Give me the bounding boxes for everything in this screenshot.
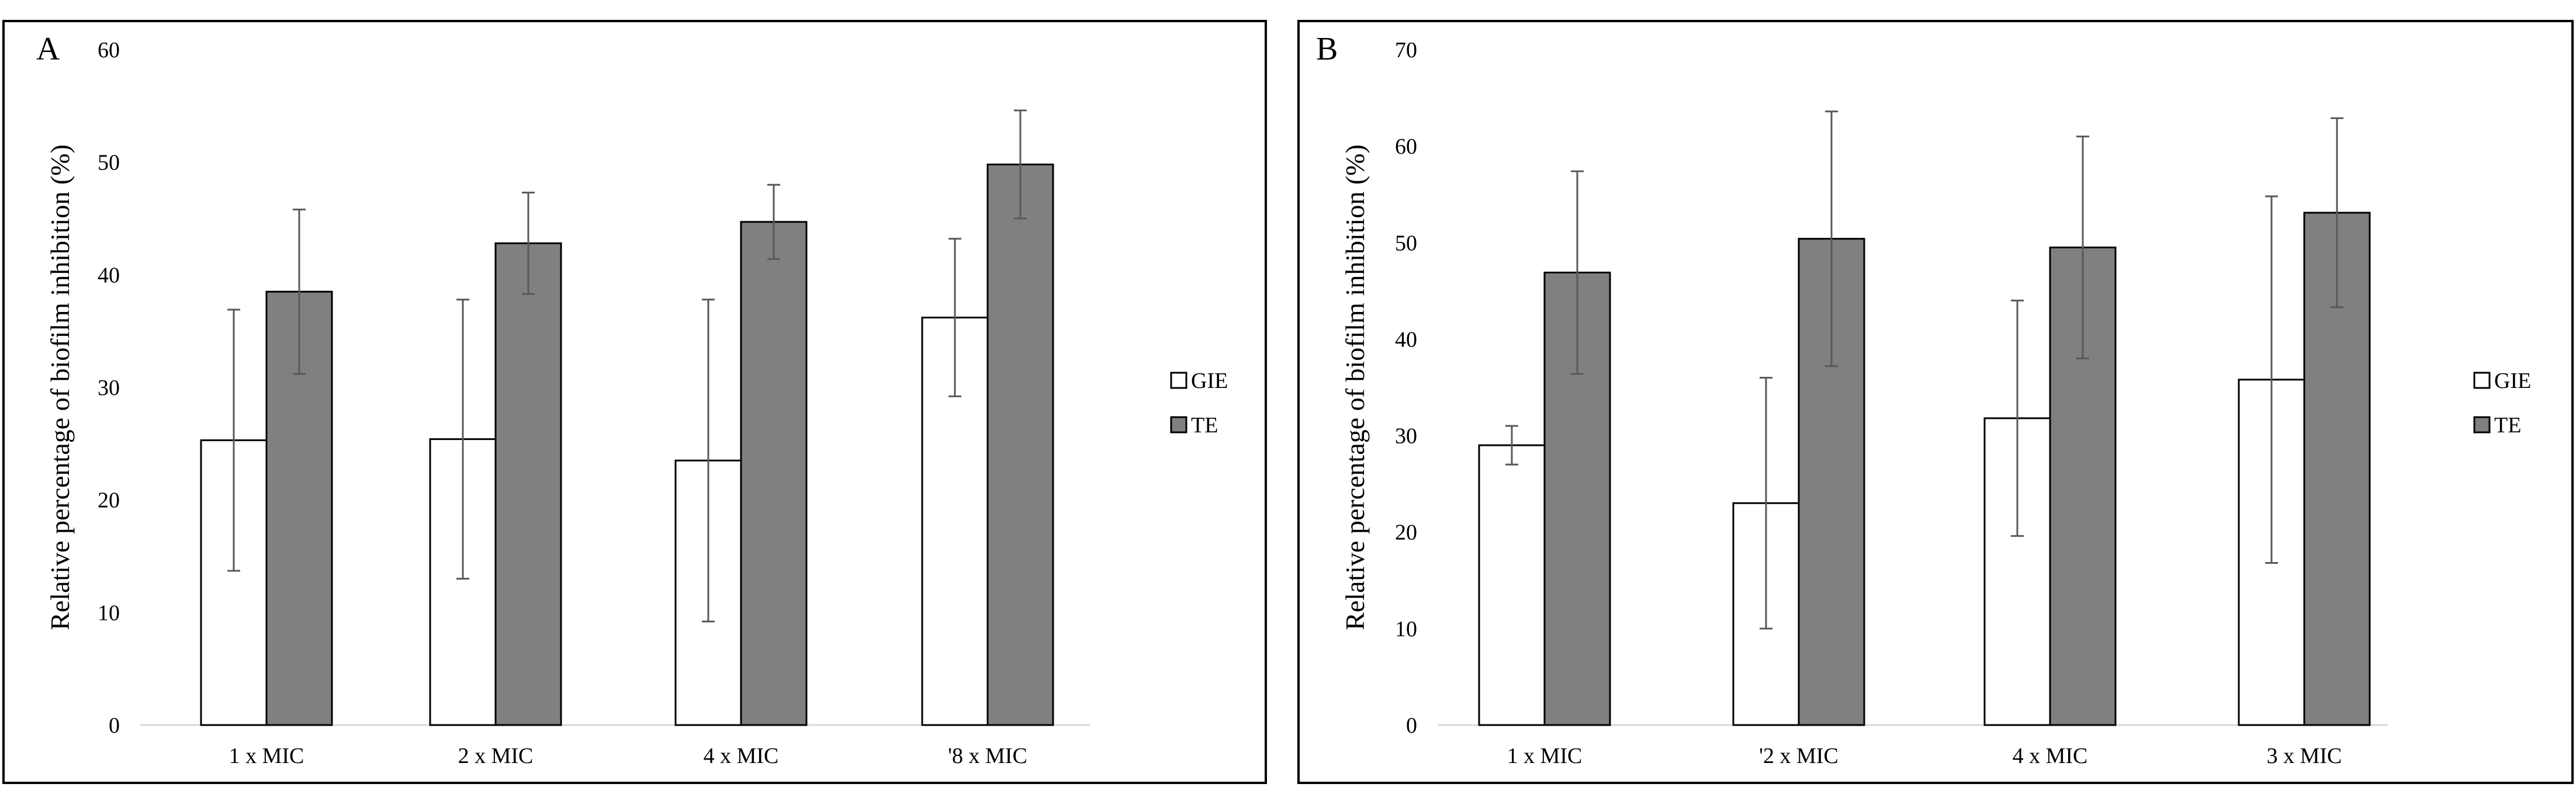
panel-a-bar-te bbox=[986, 164, 1054, 726]
panel-a-category-label: '8 x MIC bbox=[948, 744, 1027, 768]
panel-b-y-axis-title: Relative percentage of biofilm inhibitio… bbox=[1340, 144, 1370, 630]
panel-b-ytick: 70 bbox=[1395, 38, 1417, 63]
panel-b-category-label: 1 x MIC bbox=[1507, 744, 1583, 768]
panel-b-ytick: 60 bbox=[1395, 134, 1417, 159]
panel-b-category-label: 4 x MIC bbox=[2013, 744, 2088, 768]
panel-b-legend-label-gie: GIE bbox=[2494, 369, 2531, 393]
panel-a-frame bbox=[2, 20, 1267, 784]
panel-a-bar-te bbox=[740, 221, 808, 726]
panel-a-legend-label-te: TE bbox=[1191, 413, 1218, 438]
panel-a-ytick: 60 bbox=[98, 38, 120, 63]
panel-b-bar-gie bbox=[1478, 444, 1546, 726]
panel-a-label: A bbox=[36, 31, 60, 67]
panel-b-label: B bbox=[1316, 31, 1338, 67]
panel-a-ytick: 0 bbox=[109, 713, 120, 738]
panel-a-ytick: 50 bbox=[98, 151, 120, 175]
panel-b-legend-swatch-te bbox=[2473, 416, 2491, 434]
panel-b-ytick: 40 bbox=[1395, 327, 1417, 352]
panel-a-ytick: 40 bbox=[98, 263, 120, 287]
panel-a-legend-label-gie: GIE bbox=[1191, 369, 1228, 393]
panel-a-legend-swatch-gie bbox=[1170, 372, 1187, 389]
panel-b-legend-label-te: TE bbox=[2494, 413, 2521, 438]
panel-b-ytick: 0 bbox=[1406, 713, 1417, 738]
panel-a-ytick: 20 bbox=[98, 488, 120, 513]
panel-a-category-label: 2 x MIC bbox=[458, 744, 534, 768]
panel-b: B 0 10 20 30 40 50 60 70 Relative percentage of b… bbox=[1316, 31, 2531, 768]
panel-b-ytick: 30 bbox=[1395, 424, 1417, 449]
panel-b-ytick: 20 bbox=[1395, 521, 1417, 545]
panel-a-category-label: 1 x MIC bbox=[229, 744, 304, 768]
panel-a-y-axis-title: Relative percentage of biofilm inhibitio… bbox=[45, 144, 75, 630]
panel-a-ytick: 30 bbox=[98, 376, 120, 400]
panel-a-legend-swatch-te bbox=[1170, 416, 1187, 434]
panel-a: A 0 10 20 30 40 50 60 Relative percentage of bio… bbox=[36, 31, 1228, 768]
panel-b-ytick: 10 bbox=[1395, 617, 1417, 642]
panel-b-category-label: 3 x MIC bbox=[2267, 744, 2342, 768]
panel-b-ytick: 50 bbox=[1395, 231, 1417, 255]
panel-a-bar-te bbox=[494, 242, 562, 726]
panel-a-ytick: 10 bbox=[98, 601, 120, 625]
panel-b-legend-swatch-gie bbox=[2473, 372, 2491, 389]
panel-b-category-label: '2 x MIC bbox=[1759, 744, 1838, 768]
panel-a-category-label: 4 x MIC bbox=[704, 744, 779, 768]
